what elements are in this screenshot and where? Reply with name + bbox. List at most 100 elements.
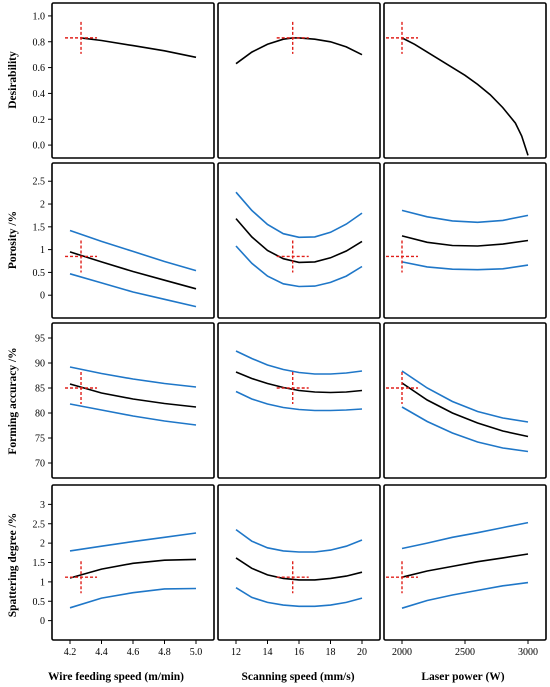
y-tick-label: 1 — [40, 245, 45, 256]
interval-line-upper — [401, 521, 529, 550]
x-tick-label: 12 — [231, 647, 241, 658]
interval-line-upper — [235, 191, 363, 239]
panel-r3-c1: 12 14 16 18 20 — [217, 484, 381, 658]
interval-line-lower — [235, 587, 363, 608]
panel-frame — [383, 484, 547, 641]
panel-r3-c2: 2000 2500 3000 — [383, 484, 547, 658]
y-tick-label: 1.5 — [33, 558, 46, 569]
y-tick-label: 1 — [40, 577, 45, 588]
y-tick-label: 85 — [35, 384, 45, 395]
interval-line-upper — [401, 370, 529, 423]
interval-line-lower — [69, 273, 197, 308]
fitted-line — [69, 558, 197, 579]
y-tick-label: 80 — [35, 409, 45, 420]
interval-line-lower — [235, 390, 363, 412]
y-tick-label: 90 — [35, 359, 45, 370]
y-tick-label: 1.0 — [33, 11, 46, 22]
fitted-line — [235, 371, 363, 394]
panel-r2-c0: 70 75 80 85 90 95 — [35, 322, 215, 479]
y-axis-title-spattering-degree: Spattering degree /% — [7, 513, 19, 618]
panel-frame — [217, 322, 381, 479]
panel-r0-c2 — [383, 2, 547, 159]
x-tick-label: 4.8 — [158, 647, 171, 658]
x-axis-title-scanning-speed: Scanning speed (mm/s) — [241, 671, 354, 683]
fitted-line — [401, 382, 529, 438]
x-tick-label: 3000 — [518, 647, 538, 658]
panel-frame — [51, 322, 215, 479]
panel-frame — [383, 162, 547, 319]
y-axis-titles: Desirability Porosity /% Forming accurac… — [7, 51, 19, 617]
panel-frame — [217, 162, 381, 319]
fitted-line — [401, 235, 529, 247]
x-axis-title-wire-feeding-speed: Wire feeding speed (m/min) — [48, 671, 184, 683]
x-tick-label: 2500 — [455, 647, 475, 658]
x-tick-label: 20 — [357, 647, 367, 658]
interval-line-lower — [69, 587, 197, 609]
interval-line-upper — [235, 350, 363, 375]
panel-r0-c0: 0.0 0.2 0.4 0.6 0.8 1.0 — [33, 2, 215, 159]
x-tick-label: 16 — [294, 647, 304, 658]
fitted-line — [401, 553, 529, 578]
y-tick-label: 70 — [35, 459, 45, 470]
fitted-line — [235, 218, 363, 264]
interval-line-lower — [235, 245, 363, 288]
interval-line-upper — [69, 532, 197, 552]
y-tick-label: 2.5 — [33, 519, 46, 530]
y-tick-label: 0.5 — [33, 597, 46, 608]
x-axis-titles: Wire feeding speed (m/min) Scanning spee… — [48, 671, 505, 683]
x-tick-label: 4.2 — [64, 647, 77, 658]
panel-grid: 0.0 0.2 0.4 0.6 0.8 1.0 0 0.5 1 1.5 2 2.5 70 75 80 85 90… — [33, 2, 547, 658]
interval-line-upper — [235, 528, 363, 553]
y-tick-label: 0.0 — [33, 141, 46, 152]
panel-r1-c1 — [217, 162, 381, 319]
panel-frame — [51, 2, 215, 159]
y-axis-title-porosity: Porosity /% — [7, 211, 19, 269]
y-tick-label: 2 — [40, 200, 45, 211]
y-tick-label: 0.4 — [33, 89, 46, 100]
y-tick-label: 2.5 — [33, 177, 46, 188]
panel-r2-c1 — [217, 322, 381, 479]
interval-line-upper — [69, 366, 197, 388]
fitted-line — [235, 37, 363, 65]
x-tick-label: 2000 — [392, 647, 412, 658]
x-tick-label: 4.6 — [127, 647, 140, 658]
y-tick-label: 0.6 — [33, 63, 46, 74]
y-tick-label: 0 — [40, 291, 45, 302]
y-tick-label: 3 — [40, 500, 45, 511]
y-tick-label: 95 — [35, 334, 45, 345]
fitted-line — [80, 37, 197, 59]
y-tick-label: 1.5 — [33, 222, 46, 233]
panel-r1-c2 — [383, 162, 547, 319]
panel-frame — [217, 2, 381, 159]
interval-line-upper — [69, 229, 197, 272]
panel-r2-c2 — [383, 322, 547, 479]
panel-frame — [51, 162, 215, 319]
y-tick-label: 2 — [40, 539, 45, 550]
fitted-line — [235, 557, 363, 581]
y-axis-title-forming-accuracy: Forming accuracy /% — [7, 347, 19, 454]
x-axis-title-laser-power: Laser power (W) — [421, 671, 504, 683]
panel-r3-c0: 0 0.5 1 1.5 2 2.5 3 4.2 4.4 4.6 4.8 5.0 — [33, 484, 215, 658]
x-tick-label: 4.4 — [95, 647, 108, 658]
x-tick-label: 5.0 — [190, 647, 203, 658]
interval-line-lower — [401, 406, 529, 453]
fitted-line — [69, 251, 197, 290]
interval-line-lower — [401, 261, 529, 271]
panel-r1-c0: 0 0.5 1 1.5 2 2.5 — [33, 162, 215, 319]
y-tick-label: 0 — [40, 616, 45, 627]
y-tick-label: 75 — [35, 434, 45, 445]
fitted-line — [69, 383, 197, 408]
interval-line-lower — [401, 581, 529, 609]
panel-r0-c1 — [217, 2, 381, 159]
interval-line-upper — [401, 209, 529, 224]
fitted-line — [401, 37, 529, 156]
y-tick-label: 0.2 — [33, 115, 46, 126]
y-tick-label: 0.5 — [33, 268, 46, 279]
interval-line-lower — [69, 403, 197, 426]
panel-frame — [383, 322, 547, 479]
x-tick-label: 18 — [326, 647, 336, 658]
y-tick-label: 0.8 — [33, 37, 46, 48]
y-axis-title-desirability: Desirability — [7, 51, 19, 109]
panel-frame — [383, 2, 547, 159]
